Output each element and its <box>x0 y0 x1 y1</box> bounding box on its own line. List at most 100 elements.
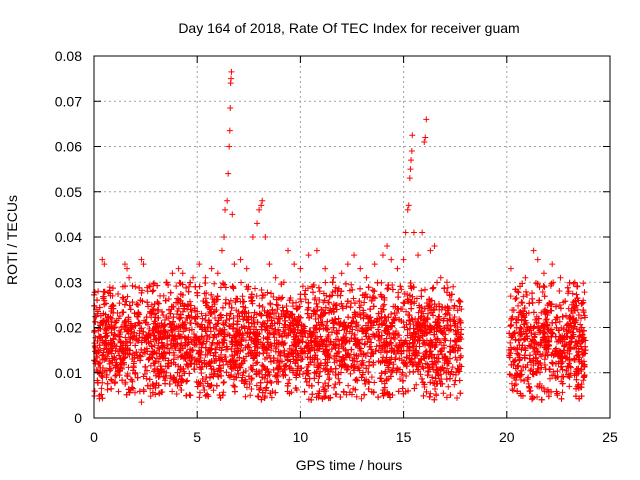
data-point <box>218 372 225 379</box>
data-point <box>313 394 320 401</box>
data-point <box>507 323 514 330</box>
data-point <box>571 279 578 286</box>
data-point <box>432 386 439 393</box>
data-point <box>248 366 255 373</box>
data-point <box>150 281 157 288</box>
data-point <box>147 393 154 400</box>
data-point <box>381 301 388 308</box>
data-point <box>139 334 146 341</box>
data-point <box>311 361 318 368</box>
data-point <box>563 312 570 319</box>
data-point <box>104 380 111 387</box>
data-point <box>163 313 170 320</box>
chart-title: Day 164 of 2018, Rate Of TEC Index for r… <box>178 20 519 36</box>
data-point <box>324 318 331 325</box>
data-point <box>451 302 458 309</box>
data-point <box>404 326 411 333</box>
data-point <box>309 391 316 398</box>
data-point <box>452 371 459 378</box>
data-point <box>286 323 293 330</box>
data-point <box>245 309 252 316</box>
data-point <box>513 294 520 301</box>
data-point <box>347 370 354 377</box>
data-point <box>397 366 404 373</box>
data-point <box>153 355 160 362</box>
data-point <box>440 390 447 397</box>
data-point <box>408 305 415 312</box>
data-point <box>343 330 350 337</box>
data-point <box>509 387 516 394</box>
data-point <box>329 368 336 375</box>
data-point <box>204 351 211 358</box>
data-point <box>580 280 587 287</box>
data-point <box>538 309 545 316</box>
data-point <box>127 330 134 337</box>
data-point <box>253 341 260 348</box>
data-point <box>443 394 450 401</box>
data-point <box>357 285 364 292</box>
data-point <box>403 308 410 315</box>
data-point <box>141 370 148 377</box>
data-point <box>345 382 352 389</box>
data-point <box>368 297 375 304</box>
data-point <box>165 296 172 303</box>
data-point <box>132 389 139 396</box>
data-point <box>317 333 324 340</box>
data-point <box>151 342 158 349</box>
data-point <box>353 376 360 383</box>
data-point <box>181 325 188 332</box>
data-point <box>129 282 136 289</box>
data-point <box>330 301 337 308</box>
data-point <box>243 384 250 391</box>
data-point <box>304 285 311 292</box>
data-point <box>356 298 363 305</box>
data-point <box>223 369 230 376</box>
data-point <box>454 395 461 402</box>
data-point <box>556 318 563 325</box>
data-point <box>349 286 356 293</box>
data-point <box>515 302 522 309</box>
data-point <box>567 370 574 377</box>
data-point <box>108 345 115 352</box>
data-point <box>354 358 361 365</box>
data-point <box>170 303 177 310</box>
data-point <box>507 339 514 346</box>
data-point <box>196 394 203 401</box>
data-point <box>286 376 293 383</box>
data-point <box>371 379 378 386</box>
data-point <box>359 357 366 364</box>
data-point <box>235 308 242 315</box>
data-point <box>534 324 541 331</box>
data-point <box>405 312 412 319</box>
data-point <box>552 303 559 310</box>
data-point <box>186 391 193 398</box>
data-point <box>375 326 382 333</box>
data-point <box>203 290 210 297</box>
data-point <box>384 285 391 292</box>
data-point <box>317 368 324 375</box>
data-point <box>359 336 366 343</box>
data-point <box>150 287 157 294</box>
data-point <box>154 282 161 289</box>
data-point <box>134 313 141 320</box>
data-point <box>417 371 424 378</box>
data-point <box>188 309 195 316</box>
data-point <box>349 314 356 321</box>
data-point <box>537 342 544 349</box>
data-point <box>566 383 573 390</box>
data-point <box>259 389 266 396</box>
data-point <box>310 289 317 296</box>
data-point <box>539 288 546 295</box>
data-point <box>220 389 227 396</box>
data-point <box>91 388 98 395</box>
data-point <box>517 283 524 290</box>
data-point <box>397 283 404 290</box>
data-point <box>267 300 274 307</box>
data-point <box>395 294 402 301</box>
data-point <box>543 316 550 323</box>
data-point <box>136 320 143 327</box>
data-point <box>265 369 272 376</box>
data-point <box>359 292 366 299</box>
data-point <box>304 334 311 341</box>
data-point <box>521 377 528 384</box>
